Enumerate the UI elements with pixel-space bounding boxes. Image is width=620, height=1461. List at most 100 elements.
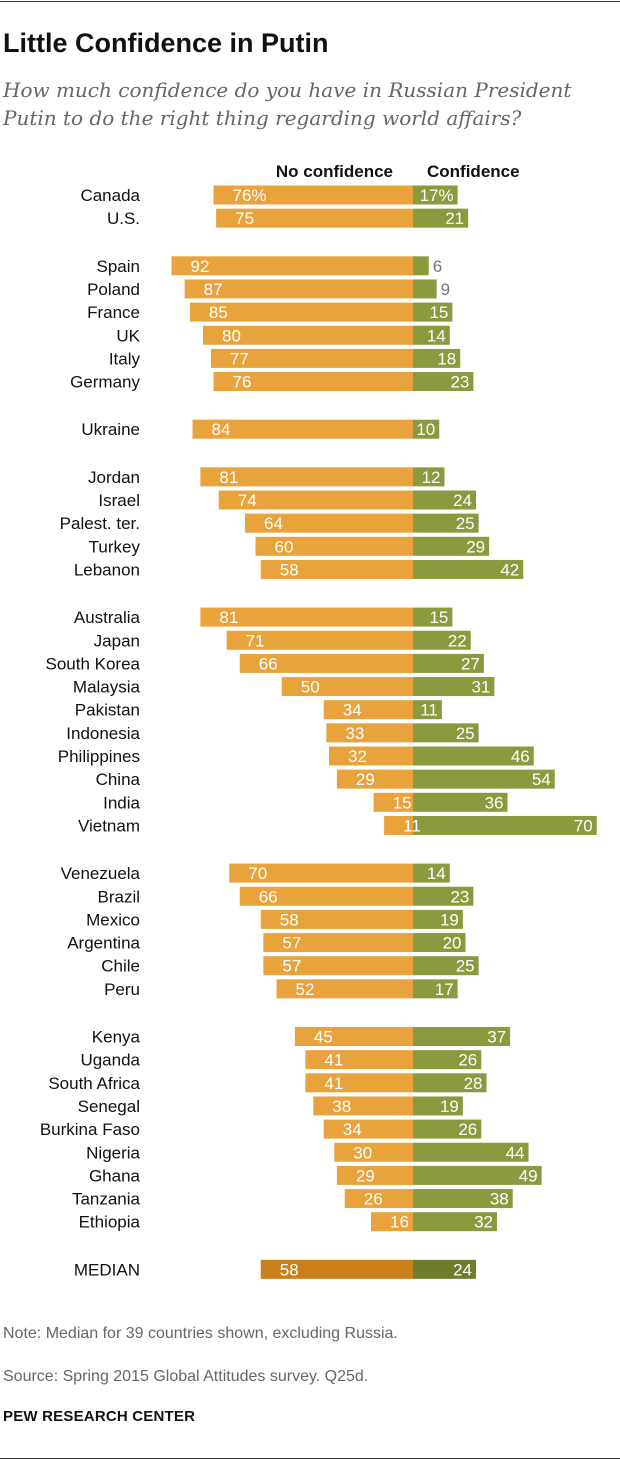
bar-confidence: [413, 1165, 542, 1185]
category-label: Kenya: [92, 1028, 141, 1047]
bar-no-confidence: [239, 653, 413, 673]
bar-no-confidence: [260, 559, 413, 579]
value-label-no-confidence: 66: [259, 654, 278, 673]
value-label-confidence: 25: [456, 514, 475, 533]
bottom-rule: [0, 1458, 620, 1459]
diverging-bar-chart: No confidence Confidence Canada 76% 17% U.S. 7…: [40, 162, 597, 1279]
value-label-confidence: 9: [441, 280, 450, 299]
category-label: Ethiopia: [79, 1213, 141, 1232]
bar-no-confidence: [263, 956, 413, 976]
value-label-no-confidence: 76: [233, 373, 252, 392]
value-label-confidence: 15: [429, 608, 448, 627]
bar-no-confidence: [336, 769, 413, 789]
value-label-confidence: 27: [461, 654, 480, 673]
bar-confidence: [413, 1212, 497, 1232]
value-label-no-confidence: 66: [259, 887, 278, 906]
category-label: South Africa: [48, 1074, 140, 1093]
bar-no-confidence: [200, 607, 413, 627]
bar-confidence: [413, 1096, 463, 1116]
value-label-no-confidence: 30: [353, 1143, 372, 1162]
bar-confidence: [413, 723, 479, 743]
organization-credit: PEW RESEARCH CENTER: [3, 1408, 196, 1425]
category-label: Lebanon: [74, 560, 140, 579]
value-label-confidence: 44: [506, 1143, 525, 1162]
bar-no-confidence: [210, 348, 413, 368]
bar-no-confidence: [184, 279, 413, 299]
bar-no-confidence: [255, 536, 413, 556]
bar-confidence: [413, 933, 466, 953]
bar-confidence: [413, 769, 555, 789]
value-label-no-confidence: 84: [212, 420, 231, 439]
value-label-no-confidence: 57: [282, 957, 301, 976]
value-label-confidence: 19: [440, 1097, 459, 1116]
bar-confidence: [413, 792, 508, 812]
value-label-no-confidence: 15: [393, 793, 412, 812]
category-label: Palest. ter.: [60, 514, 140, 533]
value-label-confidence: 38: [490, 1190, 509, 1209]
value-label-confidence: 20: [443, 934, 462, 953]
value-label-no-confidence: 29: [356, 1166, 375, 1185]
value-label-no-confidence: 32: [348, 747, 367, 766]
bar-confidence: [413, 1119, 482, 1139]
bar-no-confidence: [323, 1119, 413, 1139]
bar-confidence: [413, 467, 445, 487]
category-label: South Korea: [45, 654, 140, 673]
category-label: MEDIAN: [74, 1260, 140, 1279]
chart-subtitle: How much confidence do you have in Russi…: [3, 78, 572, 130]
bar-confidence: [413, 208, 469, 228]
bar-confidence: [413, 653, 484, 673]
bar-no-confidence: [281, 677, 413, 697]
bar-no-confidence: [336, 1165, 413, 1185]
bar-no-confidence: [216, 208, 413, 228]
category-label: Poland: [87, 280, 140, 299]
value-label-confidence: 28: [464, 1074, 483, 1093]
bar-confidence: [413, 279, 437, 299]
value-label-no-confidence: 50: [301, 678, 320, 697]
bar-confidence: [413, 1027, 511, 1046]
value-label-confidence: 70: [574, 816, 593, 835]
bar-confidence: [413, 746, 534, 766]
value-label-no-confidence: 80: [222, 326, 241, 345]
bar-confidence: [413, 185, 458, 205]
value-label-no-confidence: 71: [246, 631, 265, 650]
bar-confidence: [413, 979, 458, 999]
value-label-no-confidence: 58: [280, 560, 299, 579]
value-label-no-confidence: 74: [238, 491, 257, 510]
value-label-confidence: 46: [511, 747, 530, 766]
value-label-no-confidence: 75: [235, 209, 254, 228]
category-label: Senegal: [78, 1097, 140, 1116]
value-label-confidence: 17: [435, 980, 454, 999]
value-label-confidence: 18: [437, 349, 456, 368]
bar-confidence: [413, 607, 453, 627]
value-label-no-confidence: 81: [219, 608, 238, 627]
value-label-no-confidence: 16: [390, 1213, 409, 1232]
bar-no-confidence: [192, 419, 413, 439]
bar-confidence: [413, 559, 524, 579]
bar-confidence: [413, 513, 479, 533]
value-label-no-confidence: 58: [280, 1260, 299, 1279]
bar-no-confidence: [323, 700, 413, 720]
bar-confidence: [413, 490, 476, 510]
bar-no-confidence: [226, 630, 413, 650]
category-label: Nigeria: [86, 1143, 140, 1162]
bar-no-confidence: [260, 1259, 413, 1279]
bar-no-confidence: [189, 302, 413, 322]
bar-confidence: [413, 815, 597, 835]
value-label-confidence: 31: [471, 678, 490, 697]
bar-no-confidence: [334, 1142, 413, 1162]
value-label-confidence: 24: [453, 491, 472, 510]
bar-no-confidence: [213, 372, 413, 392]
bar-confidence: [413, 372, 474, 392]
value-label-confidence: 14: [427, 326, 446, 345]
legend-confidence: Confidence: [427, 162, 520, 181]
value-label-confidence: 25: [456, 957, 475, 976]
category-label: Venezuela: [61, 864, 141, 883]
category-label: Uganda: [80, 1051, 140, 1070]
value-label-confidence: 54: [532, 770, 551, 789]
category-label: Canada: [80, 186, 140, 205]
chart-title: Little Confidence in Putin: [3, 28, 329, 58]
value-label-no-confidence: 85: [209, 303, 228, 322]
chart-source: Source: Spring 2015 Global Attitudes sur…: [3, 1368, 369, 1385]
value-label-confidence: 17%: [420, 186, 454, 205]
category-label: Israel: [98, 491, 140, 510]
